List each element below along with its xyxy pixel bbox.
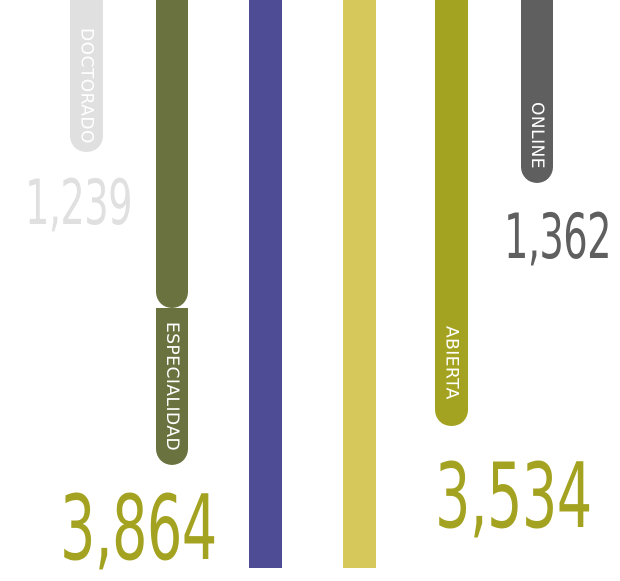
abierta-value: 3,534: [435, 444, 592, 549]
doctorado-value: 1,239: [25, 166, 133, 239]
especialidad-bar: [156, 0, 188, 308]
especialidad-value: 3,864: [60, 476, 217, 581]
online-bar: ONLINE: [521, 0, 553, 183]
abierta-label: ABIERTA: [441, 326, 462, 400]
blue-bar: [249, 0, 282, 568]
online-value: 1,362: [504, 200, 612, 273]
abierta-bar: ABIERTA: [435, 0, 468, 426]
especialidad-label: ESPECIALIDAD: [162, 321, 182, 451]
doctorado-bar: DOCTORADO: [70, 0, 103, 152]
doctorado-label: DOCTORADO: [76, 28, 97, 144]
yellow-bar: [343, 0, 376, 568]
especialidad-bar-tip: ESPECIALIDAD: [156, 308, 188, 465]
online-label: ONLINE: [527, 101, 547, 169]
